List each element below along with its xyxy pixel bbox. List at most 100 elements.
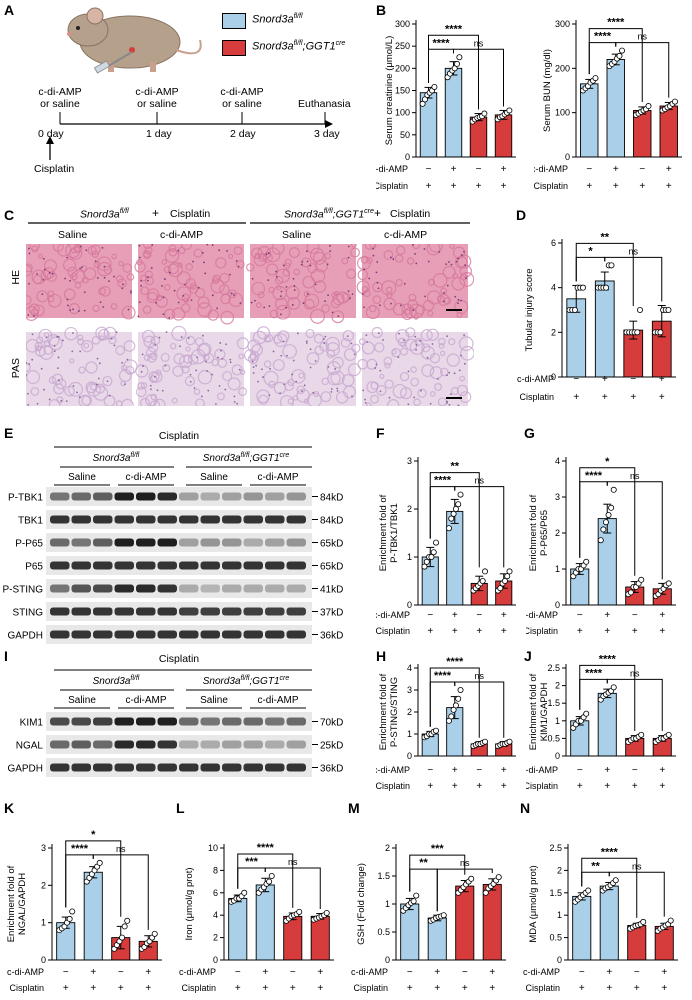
blot-band [243,538,263,547]
tubule [80,340,94,353]
nucleus [463,250,465,253]
bar [659,105,678,158]
nucleus [309,264,312,267]
blot-subgroup-label: c-di-AMP [257,472,298,483]
nucleus [101,246,104,249]
nucleus [238,368,241,371]
tubule [454,255,468,269]
treatment-sign: + [604,626,610,637]
bar [599,885,619,961]
tubule [32,274,43,285]
y-tick-label: 4 [551,283,556,293]
tubule [347,363,361,377]
tubule [458,336,474,352]
tubule [212,274,221,283]
nucleus [379,390,382,393]
panel-label-k: K [4,800,15,816]
tubule [249,351,260,362]
nucleus [130,290,132,292]
tubule [197,302,212,317]
nucleus [314,283,317,286]
treatment-sign: + [632,626,638,637]
blot-band [157,492,177,501]
blot-subgroup-label: Saline [200,695,228,706]
tubule [195,398,205,406]
nucleus [457,257,460,260]
blot-band [265,607,285,616]
panel-c-col-cdiamp-1: c-di-AMP [160,229,204,241]
treatment-sign: + [577,781,583,792]
data-point [428,554,435,561]
tubule [374,342,385,353]
data-point [667,917,674,924]
y-tick-label: 1 [557,910,562,920]
nucleus [27,392,29,395]
blot-band [114,492,134,501]
tubule [63,258,77,272]
data-point [497,585,504,592]
tubule [383,356,393,366]
nucleus [463,362,466,365]
nucleus [443,300,445,303]
nucleus [28,247,30,250]
tubule [123,340,136,352]
nucleus [324,300,327,303]
nucleus [155,302,157,304]
blot-marker-label: 36kD [320,764,343,775]
data-point [501,577,508,584]
nucleus [250,301,253,304]
blot-band [71,740,91,749]
tubule [144,246,153,255]
nucleus [424,295,427,298]
nucleus [419,339,422,342]
nucleus [336,390,339,392]
nucleus [28,282,30,285]
data-point [268,873,275,880]
blot-band [286,717,306,726]
treatment-sign: + [602,374,608,385]
nucleus [217,356,220,359]
nucleus [26,362,28,364]
tubule [399,371,410,382]
timeline-treatment-0: c-di-AMP or saline [38,86,82,110]
significance-label: **** [599,653,617,665]
panel-label-c: C [4,207,15,223]
nucleus [201,334,204,337]
nucleus [293,289,296,291]
panel-label-j: J [524,648,532,664]
nucleus [110,337,113,340]
bar [83,871,103,961]
data-point [440,912,447,919]
tubule [309,308,326,324]
nucleus [196,356,199,359]
nucleus [254,299,256,302]
tubule [32,304,45,317]
blot-band [157,630,177,639]
blot-band [243,717,263,726]
nucleus [323,342,326,345]
nucleus [279,392,282,395]
nucleus [53,350,56,353]
tubule [256,389,271,404]
blot-band [157,607,177,616]
nucleus [216,307,219,310]
nucleus [363,268,365,271]
treatment-sign: + [501,610,507,621]
blot-band [114,740,134,749]
nucleus [26,374,28,376]
tubule [392,383,407,399]
treatment-sign: + [586,181,592,192]
tubule [198,342,212,356]
blot-band [114,630,134,639]
nucleus [150,267,153,269]
nucleus [377,332,380,335]
nucleus [233,294,235,297]
nucleus [347,256,350,259]
y-axis-label-line2: P-STING/STING [389,677,400,747]
tubule [268,380,276,389]
nucleus [372,254,375,257]
data-point [612,877,619,884]
nucleus [45,336,48,339]
blot-band [136,630,156,639]
